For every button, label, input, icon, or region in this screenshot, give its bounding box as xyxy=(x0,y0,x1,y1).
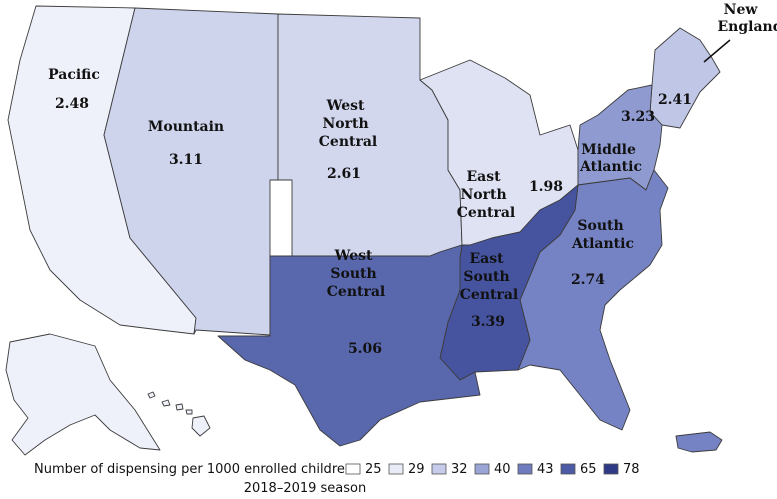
legend: Number of dispensing per 1000 enrolled c… xyxy=(34,462,640,496)
label-mountain-name: Mountain xyxy=(148,119,224,135)
legend-item-label: 29 xyxy=(408,462,425,477)
label-new-england-name: New England xyxy=(718,2,777,35)
label-south-atlantic-value: 2.74 xyxy=(571,272,605,288)
label-east-north-central-value: 1.98 xyxy=(529,179,563,195)
legend-item-label: 32 xyxy=(451,462,468,477)
label-west-north-central-name: West North Central xyxy=(319,98,377,150)
label-pacific-value: 2.48 xyxy=(55,96,89,112)
label-east-south-central-name: East South Central xyxy=(460,251,518,303)
legend-swatch xyxy=(603,463,619,475)
region-west-south-central xyxy=(217,244,481,447)
legend-item: 32 xyxy=(431,462,468,477)
legend-swatch xyxy=(560,463,576,475)
label-middle-atlantic-name: Middle Atlantic xyxy=(579,142,642,175)
label-west-south-central-value: 5.06 xyxy=(348,341,382,357)
legend-item: 29 xyxy=(388,462,425,477)
legend-item: 43 xyxy=(517,462,554,477)
legend-swatch xyxy=(388,463,404,475)
legend-item: 78 xyxy=(603,462,640,477)
legend-item-label: 65 xyxy=(580,462,597,477)
legend-item-label: 43 xyxy=(537,462,554,477)
legend-item-label: 25 xyxy=(365,462,382,477)
legend-title: Number of dispensing per 1000 enrolled c… xyxy=(34,462,353,477)
label-west-north-central-value: 2.61 xyxy=(327,166,361,182)
label-pacific-name: Pacific xyxy=(48,67,100,83)
label-south-atlantic-name: South Atlantic xyxy=(571,218,634,252)
region-hawaii xyxy=(147,391,211,437)
region-new-england xyxy=(649,27,721,129)
legend-item-label: 78 xyxy=(623,462,640,477)
legend-season: 2018–2019 season xyxy=(244,481,367,496)
label-west-south-central-name: West South Central xyxy=(327,248,385,300)
legend-item: 65 xyxy=(560,462,597,477)
legend-item: 40 xyxy=(474,462,511,477)
legend-swatch xyxy=(517,463,533,475)
legend-item-label: 40 xyxy=(494,462,511,477)
legend-swatch xyxy=(345,463,361,475)
region-puerto-rico xyxy=(675,431,723,453)
label-mountain-value: 3.11 xyxy=(169,152,203,168)
label-new-england-value: 2.41 xyxy=(658,92,692,108)
legend-swatch xyxy=(431,463,447,475)
label-east-south-central-value: 3.39 xyxy=(471,314,505,330)
label-middle-atlantic-value: 3.23 xyxy=(621,109,655,125)
region-alaska xyxy=(5,333,161,456)
region-labels: Pacific 2.48 Mountain 3.11 West North Ce… xyxy=(48,2,777,357)
label-east-north-central-name: East North Central xyxy=(457,169,515,221)
new-england-leader-line xyxy=(703,39,731,63)
legend-swatch xyxy=(474,463,490,475)
legend-item: 25 xyxy=(345,462,382,477)
